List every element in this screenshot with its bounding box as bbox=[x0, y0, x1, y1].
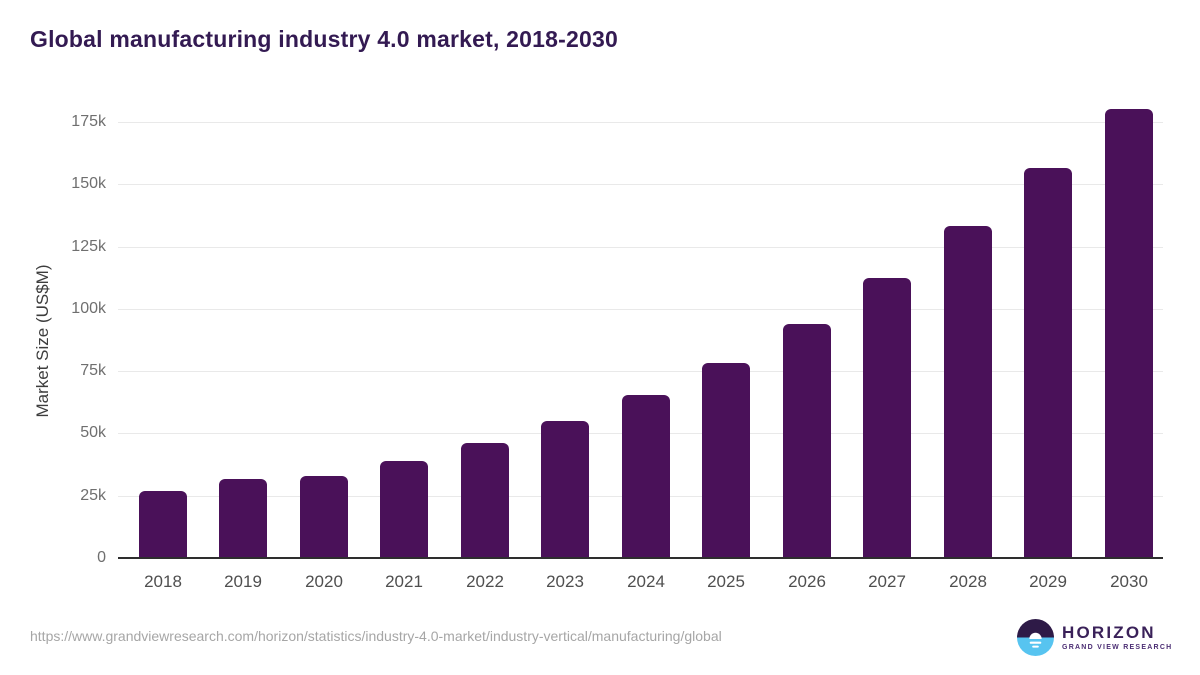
x-tick-label: 2018 bbox=[144, 572, 182, 591]
y-tick-label: 25k bbox=[80, 487, 106, 504]
y-tick-label: 50k bbox=[80, 424, 106, 441]
y-tick-label: 0 bbox=[97, 549, 106, 566]
bar-2027 bbox=[863, 278, 911, 557]
x-tick-label: 2023 bbox=[546, 572, 584, 591]
y-tick-label: 100k bbox=[71, 300, 106, 317]
horizon-logo-icon bbox=[1017, 619, 1054, 656]
bar-2028 bbox=[944, 226, 992, 557]
logo-text-block: HORIZON GRAND VIEW RESEARCH bbox=[1062, 622, 1173, 652]
logo-wordmark: HORIZON bbox=[1062, 622, 1156, 642]
x-tick-label: 2027 bbox=[868, 572, 906, 591]
bar-2022 bbox=[461, 443, 509, 557]
grid-line bbox=[118, 371, 1163, 372]
bar-2021 bbox=[380, 461, 428, 557]
x-tick-label: 2022 bbox=[466, 572, 504, 591]
grid-line bbox=[118, 309, 1163, 310]
y-tick-label: 75k bbox=[80, 362, 106, 379]
y-tick-label: 150k bbox=[71, 175, 106, 192]
horizon-logo: HORIZON GRAND VIEW RESEARCH bbox=[1017, 619, 1172, 656]
grid-line bbox=[118, 247, 1163, 248]
y-tick-label: 125k bbox=[71, 238, 106, 255]
bar-2018 bbox=[139, 491, 187, 557]
bar-2019 bbox=[219, 479, 267, 557]
bar-2023 bbox=[541, 421, 589, 557]
x-tick-label: 2025 bbox=[707, 572, 745, 591]
x-tick-label: 2029 bbox=[1029, 572, 1067, 591]
y-tick-label: 175k bbox=[71, 113, 106, 130]
bar-2025 bbox=[702, 363, 750, 557]
y-axis-title: Market Size (US$M) bbox=[33, 264, 52, 418]
source-url: https://www.grandviewresearch.com/horizo… bbox=[30, 628, 722, 644]
page-title: Global manufacturing industry 4.0 market… bbox=[30, 26, 618, 52]
x-tick-label: 2026 bbox=[788, 572, 826, 591]
x-axis-line bbox=[118, 557, 1163, 559]
bar-2024 bbox=[622, 395, 670, 557]
grid-line bbox=[118, 122, 1163, 123]
bar-2029 bbox=[1024, 168, 1072, 557]
bar-2020 bbox=[300, 476, 348, 557]
x-tick-label: 2024 bbox=[627, 572, 665, 591]
x-tick-label: 2021 bbox=[385, 572, 423, 591]
logo-subtitle: GRAND VIEW RESEARCH bbox=[1062, 643, 1173, 651]
x-tick-label: 2019 bbox=[224, 572, 262, 591]
grid-line bbox=[118, 184, 1163, 185]
x-tick-label: 2020 bbox=[305, 572, 343, 591]
x-tick-label: 2028 bbox=[949, 572, 987, 591]
bar-2030 bbox=[1105, 109, 1153, 557]
bar-2026 bbox=[783, 324, 831, 557]
x-tick-label: 2030 bbox=[1110, 572, 1148, 591]
